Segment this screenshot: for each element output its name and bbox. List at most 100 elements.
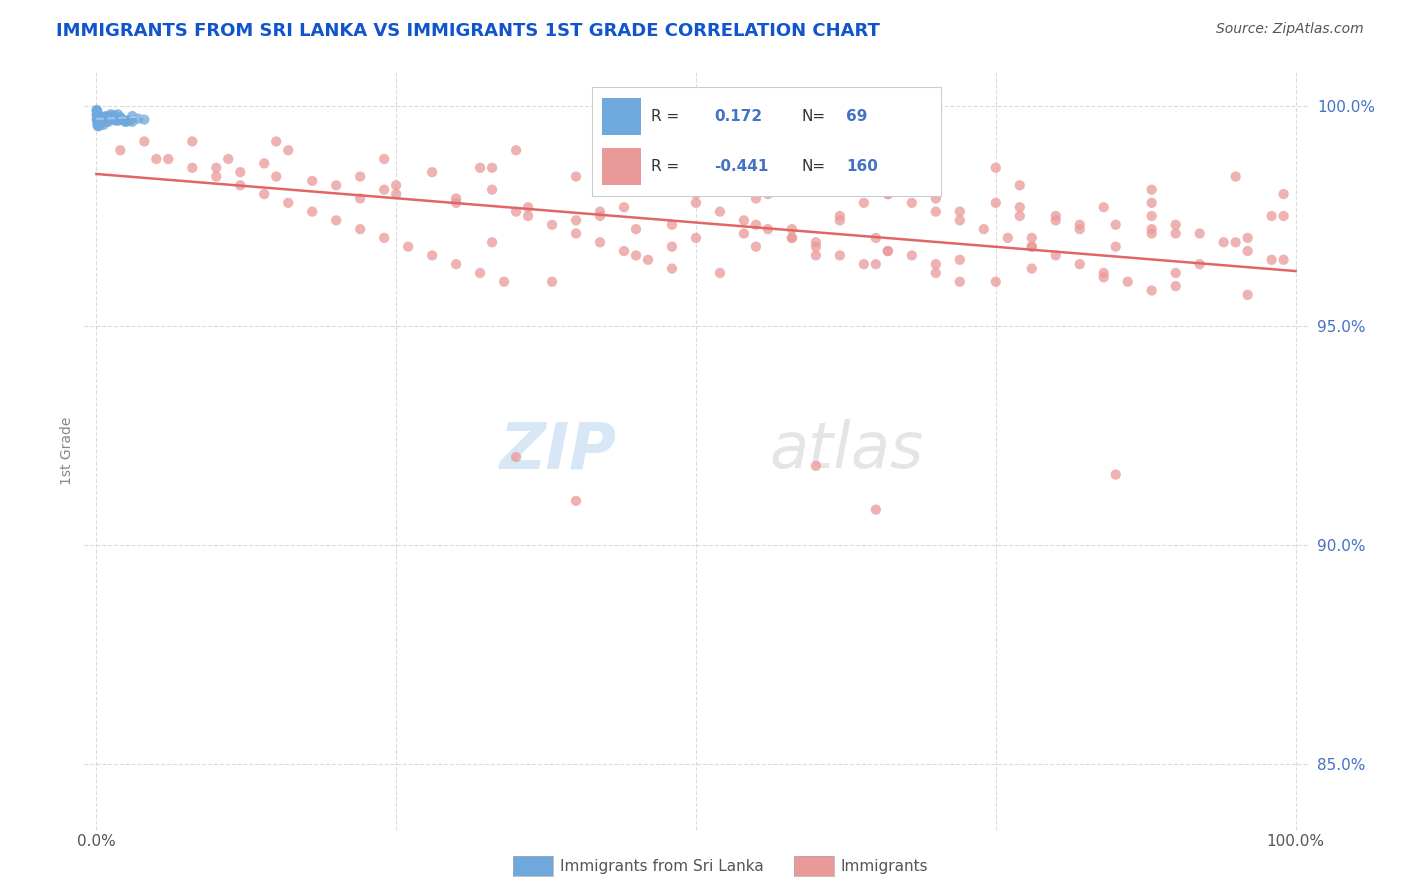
Point [90, 113, 112, 128]
Point [780, 222, 803, 236]
Point [349, 191, 371, 205]
Point [444, 257, 467, 271]
Point [1116, 275, 1139, 289]
Point [1188, 227, 1211, 241]
Point [1260, 252, 1282, 267]
Point [613, 165, 636, 179]
Point [101, 111, 124, 125]
Point [87, 109, 110, 123]
Point [93, 118, 115, 132]
Point [1236, 288, 1258, 302]
Point [780, 231, 803, 245]
Point [86, 115, 108, 129]
Point [87, 113, 110, 128]
Point [91, 112, 114, 127]
Point [517, 209, 540, 223]
Point [1045, 213, 1067, 227]
Point [115, 115, 138, 129]
Point [756, 183, 779, 197]
Point [1140, 195, 1163, 210]
Point [1021, 240, 1043, 254]
Point [1092, 270, 1115, 285]
Point [157, 152, 180, 166]
Point [949, 275, 972, 289]
Point [94, 112, 117, 127]
Point [613, 200, 636, 214]
Point [349, 222, 371, 236]
Point [87, 119, 110, 133]
Point [205, 169, 228, 184]
Point [709, 266, 731, 280]
Point [1140, 209, 1163, 223]
Point [949, 252, 972, 267]
Point [349, 169, 371, 184]
Point [1021, 240, 1043, 254]
Point [97, 115, 120, 129]
Point [709, 204, 731, 219]
Point [876, 187, 898, 202]
Point [565, 227, 588, 241]
Point [96, 111, 118, 125]
Point [733, 227, 755, 241]
Point [114, 115, 136, 129]
Point [86, 106, 108, 120]
Point [94, 115, 117, 129]
Point [1140, 222, 1163, 236]
Point [103, 108, 125, 122]
Point [97, 112, 120, 126]
Point [373, 152, 395, 166]
Point [1272, 187, 1295, 202]
Point [110, 111, 132, 125]
Point [1008, 178, 1031, 193]
Point [385, 187, 408, 202]
Point [145, 152, 167, 166]
Point [107, 107, 129, 121]
Point [505, 143, 527, 157]
Point [661, 261, 683, 276]
Point [86, 108, 108, 122]
Point [901, 195, 924, 210]
Point [100, 109, 122, 123]
Point [86, 106, 108, 120]
Point [103, 112, 125, 126]
Point [1105, 240, 1128, 254]
Point [828, 248, 851, 262]
Point [89, 111, 111, 125]
Point [396, 240, 419, 254]
Point [86, 103, 108, 118]
Point [86, 103, 108, 118]
Point [420, 165, 443, 179]
Point [420, 248, 443, 262]
Point [1236, 244, 1258, 258]
Point [1225, 169, 1247, 184]
Point [104, 113, 127, 128]
Point [134, 135, 156, 149]
Point [613, 178, 636, 193]
Point [87, 113, 110, 128]
Point [745, 152, 768, 166]
Point [565, 494, 588, 508]
Point [661, 240, 683, 254]
Point [745, 218, 768, 232]
Point [229, 165, 252, 179]
Point [1260, 209, 1282, 223]
Point [745, 240, 768, 254]
Text: Source: ZipAtlas.com: Source: ZipAtlas.com [1216, 22, 1364, 37]
Point [852, 195, 875, 210]
Point [110, 143, 132, 157]
Point [1164, 279, 1187, 293]
Point [468, 266, 491, 280]
Point [901, 248, 924, 262]
Point [121, 115, 143, 129]
Point [181, 161, 204, 175]
Point [91, 111, 114, 125]
Point [277, 195, 299, 210]
Point [852, 257, 875, 271]
Point [94, 109, 117, 123]
Point [997, 231, 1019, 245]
Point [828, 213, 851, 227]
Point [118, 113, 141, 128]
Point [89, 112, 111, 126]
Point [217, 152, 239, 166]
Point [1140, 284, 1163, 298]
